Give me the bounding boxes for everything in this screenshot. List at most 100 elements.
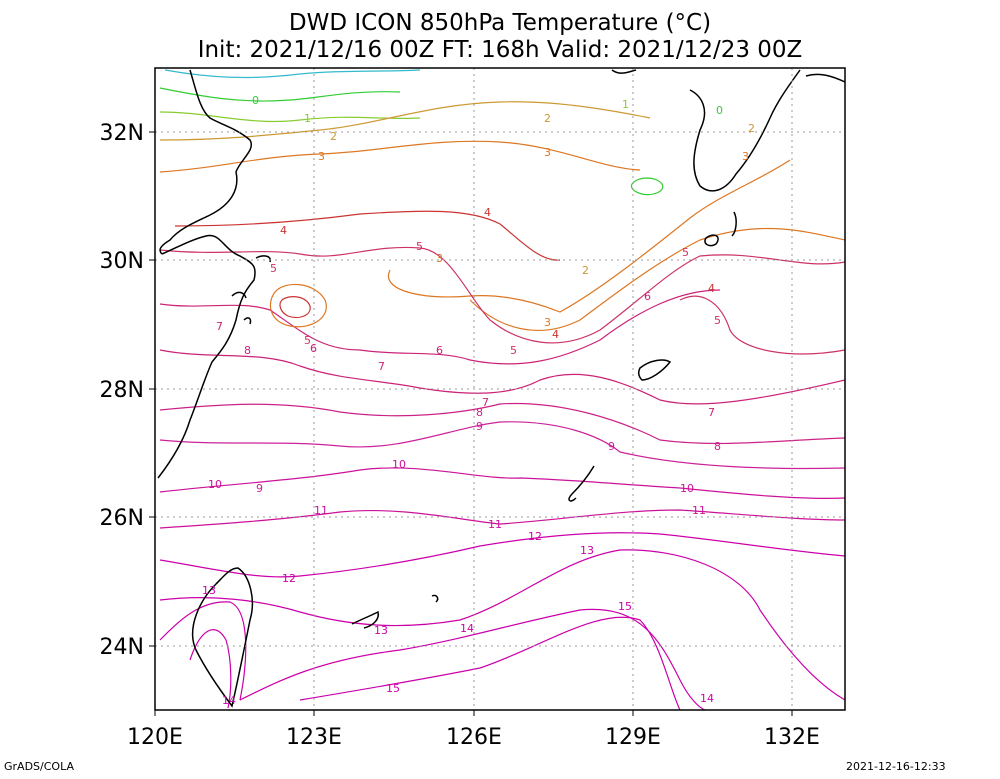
contour-line-15 xyxy=(299,616,681,711)
tick-marks xyxy=(149,131,793,716)
contour-label-9: 9 xyxy=(476,420,483,433)
coastline-zhoushan xyxy=(231,291,252,325)
coastline-china-north xyxy=(159,69,253,255)
contour-label-2-south: 2 xyxy=(582,264,589,277)
coastline-taiwan xyxy=(191,567,254,708)
contour-label-8-mid: 8 xyxy=(476,406,483,419)
contour-label-6-east: 6 xyxy=(644,290,651,303)
coastline-miyako xyxy=(431,594,439,603)
contour-label-9-island: 9 xyxy=(608,440,615,453)
contour-line-9 xyxy=(159,421,846,470)
lat-tick-label-26n: 26N xyxy=(100,506,144,531)
contour-line-14-taiwan xyxy=(189,629,232,709)
contour-line-13-taiwan xyxy=(159,601,247,701)
footer-timestamp: 2021-12-16-12:33 xyxy=(846,760,946,773)
contour-label-5-far-east: 5 xyxy=(714,314,721,327)
contour-line-5b xyxy=(679,295,846,355)
coastline-amami xyxy=(637,359,672,381)
lon-tick-label-129e: 129E xyxy=(605,725,661,750)
footer-software-label: GrADS/COLA xyxy=(4,760,74,773)
contour-label-7-east: 7 xyxy=(708,406,715,419)
contour-label-7-mid: 7 xyxy=(378,360,385,373)
contour-label-3-mid: 3 xyxy=(544,146,551,159)
contour-label-12-mid: 12 xyxy=(528,530,542,543)
contour-label-4-south: 4 xyxy=(552,328,559,341)
lon-tick-label-123e: 123E xyxy=(286,725,342,750)
contour-line-2 xyxy=(159,101,651,141)
contour-line-8 xyxy=(159,402,846,445)
contour-label-0: 0 xyxy=(252,94,259,107)
contour-line-12 xyxy=(159,532,846,578)
coastline-korea-japan-west xyxy=(611,69,637,74)
coastline-china-south xyxy=(157,234,256,479)
contour-label-14-west: 14 xyxy=(222,694,236,707)
contour-line-5 xyxy=(159,246,846,344)
coastline-tanegashima xyxy=(731,211,737,237)
lon-tick-label-120e: 120E xyxy=(127,725,183,750)
chart-subtitle: Init: 2021/12/16 00Z FT: 168h Valid: 202… xyxy=(197,37,803,63)
coastline-okinawa xyxy=(568,465,595,502)
contour-label-8: 8 xyxy=(244,344,251,357)
contour-label-3-east: 3 xyxy=(742,150,749,163)
contour-line-14 xyxy=(239,608,706,711)
contour-label-7-south: 7 xyxy=(482,396,489,409)
contour-line-4b xyxy=(469,227,846,331)
lat-tick-label-30n: 30N xyxy=(100,249,144,274)
contour-label-10-east: 10 xyxy=(680,482,694,495)
contour-label-2-east: 2 xyxy=(748,122,755,135)
contour-label-14: 14 xyxy=(460,622,474,635)
contour-label-1: 1 xyxy=(304,112,311,125)
contour-label-15-south: 15 xyxy=(386,682,400,695)
map-panel: 0 0 1 1 2 2 2 2 3 3 3 3 3 4 4 4 4 5 5 5 … xyxy=(100,67,846,750)
lat-tick-label-28n: 28N xyxy=(100,378,144,403)
contour-line-3b xyxy=(387,159,791,313)
contour-label-13-south: 13 xyxy=(374,624,388,637)
contour-line-0 xyxy=(164,69,421,79)
coastline-yakushima xyxy=(704,234,719,247)
contour-label-5: 5 xyxy=(416,240,423,253)
contour-label-13-mid: 13 xyxy=(580,544,594,557)
contour-label-2-mid: 2 xyxy=(544,112,551,125)
contour-label-3-ring: 3 xyxy=(436,252,443,265)
contour-label-8-east: 8 xyxy=(714,440,721,453)
contour-label-11-east: 11 xyxy=(692,504,706,517)
lon-tick-label-132e: 132E xyxy=(764,725,820,750)
contour-label-4-mid: 4 xyxy=(484,206,491,219)
contour-label-2: 2 xyxy=(330,130,337,143)
contour-line-4 xyxy=(174,210,561,261)
contour-label-13: 13 xyxy=(202,584,216,597)
axis-labels: 32N 30N 28N 26N 24N 120E 123E 126E 129E … xyxy=(100,121,820,750)
contour-label-4-east: 4 xyxy=(708,282,715,295)
contour-label-group: 0 0 1 1 2 2 2 2 3 3 3 3 3 4 4 4 4 5 5 5 … xyxy=(202,94,755,707)
contour-label-15: 15 xyxy=(618,600,632,613)
contour-label-7: 7 xyxy=(216,320,223,333)
contour-label-5-east: 5 xyxy=(682,246,689,259)
coastline-honshu-east xyxy=(805,73,846,83)
contour-label-3-south: 3 xyxy=(544,316,551,329)
contour-label-11: 11 xyxy=(314,504,328,517)
contour-line-10 xyxy=(159,467,846,499)
grid-lines xyxy=(155,68,845,710)
contour-label-1-east: 1 xyxy=(622,98,629,111)
contour-line-0b xyxy=(159,87,401,102)
contour-label-10-west: 10 xyxy=(208,478,222,491)
contour-label-10: 10 xyxy=(392,458,406,471)
lon-tick-label-126e: 126E xyxy=(446,725,502,750)
contour-line-11 xyxy=(159,509,846,529)
coastlines xyxy=(157,69,846,708)
contour-label-11-mid: 11 xyxy=(488,518,502,531)
contour-label-6-mid: 6 xyxy=(436,344,443,357)
contour-label-9-west: 9 xyxy=(256,482,263,495)
contour-line-6 xyxy=(159,289,721,365)
contour-label-12: 12 xyxy=(282,572,296,585)
lat-tick-label-32n: 32N xyxy=(100,121,144,146)
chart-title: DWD ICON 850hPa Temperature (°C) xyxy=(288,10,712,36)
contour-line-13 xyxy=(159,549,846,701)
coastline-ishigaki xyxy=(351,610,380,629)
coastline-jeju xyxy=(255,255,272,263)
contour-label-4: 4 xyxy=(280,224,287,237)
contour-label-0-east: 0 xyxy=(716,104,723,117)
contour-label-6: 6 xyxy=(310,342,317,355)
contour-label-5-island: 5 xyxy=(270,262,277,275)
